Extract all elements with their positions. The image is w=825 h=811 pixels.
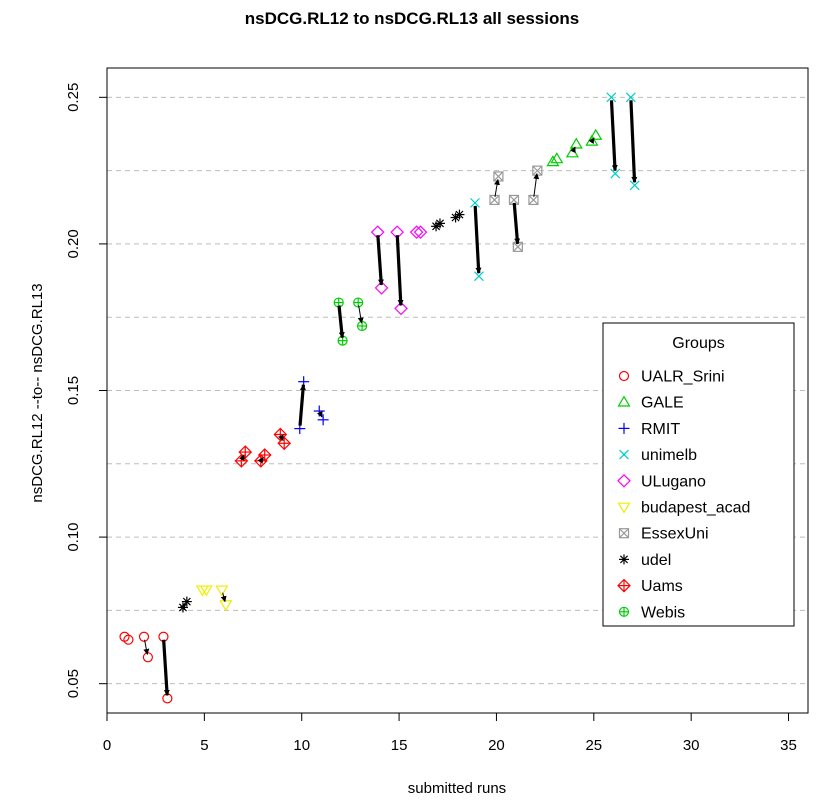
legend-label: EssexUni <box>641 526 709 543</box>
change-arrow <box>376 235 384 286</box>
data-point-end <box>238 445 253 459</box>
legend-title: Groups <box>672 335 724 352</box>
data-arrows <box>143 100 638 696</box>
legend-label: UALR_Srini <box>641 369 725 386</box>
legend-label: GALE <box>641 395 684 412</box>
data-point-end <box>181 596 192 607</box>
data-point-start <box>489 194 500 206</box>
data-point-end <box>454 209 465 220</box>
change-arrow <box>473 205 482 274</box>
legend-marker <box>619 554 629 565</box>
change-arrow <box>570 146 576 154</box>
data-point-end <box>550 152 564 164</box>
y-tick-label: 0.05 <box>65 669 82 698</box>
data-point-start <box>138 631 150 642</box>
data-point-start <box>546 155 560 167</box>
data-point-start <box>195 585 209 597</box>
data-point-end <box>317 414 329 426</box>
y-tick-label: 0.20 <box>65 229 82 258</box>
legend-label: udel <box>641 552 671 569</box>
x-tick-label: 35 <box>780 737 797 754</box>
data-point-end <box>434 218 445 229</box>
change-arrow <box>220 592 227 603</box>
legend-marker <box>619 449 629 460</box>
change-arrow <box>316 410 323 418</box>
legend-marker <box>617 395 631 407</box>
change-arrow <box>143 639 150 655</box>
y-axis-label: nsDCG.RL12 --to-- nsDCG.RL13 <box>29 283 46 502</box>
data-point-end <box>257 448 272 462</box>
legend-marker <box>618 370 630 382</box>
data-point-end <box>277 436 292 451</box>
legend-label: Uams <box>641 578 683 595</box>
chart-title: nsDCG.RL12 to nsDCG.RL13 all sessions <box>245 9 579 28</box>
legend-marker <box>618 606 630 617</box>
x-tick-label: 0 <box>103 737 111 754</box>
data-point-end <box>142 652 153 663</box>
data-point-start <box>606 92 617 103</box>
legend-marker <box>617 473 631 488</box>
legend-box <box>602 322 795 627</box>
x-axis-label: submitted runs <box>408 780 506 797</box>
y-tick-label: 0.10 <box>65 522 82 551</box>
legend-label: ULugano <box>641 473 706 490</box>
data-point-start <box>409 225 424 240</box>
change-arrow <box>609 100 618 172</box>
data-point-end <box>356 320 368 332</box>
change-arrow <box>588 137 595 145</box>
change-arrow <box>512 202 521 245</box>
legend-label: Webis <box>641 604 685 621</box>
legend-marker <box>617 578 631 593</box>
change-arrow <box>257 456 264 464</box>
legend-label: budapest_acad <box>641 500 750 517</box>
change-arrow <box>239 454 245 461</box>
change-arrow <box>533 172 540 198</box>
change-arrow <box>162 639 170 696</box>
data-point-start <box>528 194 539 206</box>
data-point-start <box>565 146 579 158</box>
data-point-end <box>589 128 603 140</box>
legend: Groups UALR_Srini GALE RMIT unimelb ULugano bu… <box>602 322 795 627</box>
y-axis: 0.05 0.10 0.15 0.20 0.25 <box>65 83 108 698</box>
data-point-end <box>374 281 389 295</box>
data-point-start <box>215 585 229 597</box>
data-point-end <box>569 137 583 149</box>
legend-marker <box>617 502 631 514</box>
change-arrow <box>357 305 364 324</box>
data-point-end <box>493 171 504 182</box>
change-arrow <box>337 305 345 339</box>
y-tick-label: 0.25 <box>65 83 82 112</box>
legend-marker <box>618 422 630 434</box>
data-point-start <box>470 197 480 208</box>
data-point-end <box>394 301 408 316</box>
change-arrow <box>179 603 186 611</box>
x-tick-label: 20 <box>488 737 505 754</box>
change-arrow <box>494 178 500 198</box>
data-point-start <box>625 92 636 103</box>
data-point-start <box>353 297 364 308</box>
change-arrow <box>278 434 284 442</box>
x-tick-label: 25 <box>585 737 602 754</box>
x-tick-label: 30 <box>683 737 700 754</box>
legend-marker <box>618 528 630 539</box>
data-markers <box>119 92 640 704</box>
x-tick-label: 5 <box>200 737 208 754</box>
change-arrow <box>298 384 306 426</box>
data-point-end <box>219 600 233 612</box>
legend-label: RMIT <box>641 421 680 438</box>
x-tick-label: 15 <box>391 737 408 754</box>
change-arrow <box>395 235 404 307</box>
x-tick-label: 10 <box>293 737 310 754</box>
y-tick-label: 0.15 <box>65 376 82 405</box>
data-point-end <box>199 585 213 597</box>
data-point-end <box>123 634 134 645</box>
data-point-end <box>413 225 428 240</box>
x-axis: 0 5 10 15 20 25 30 35 <box>103 712 797 754</box>
change-arrow <box>629 100 638 183</box>
legend-label: unimelb <box>641 447 697 464</box>
